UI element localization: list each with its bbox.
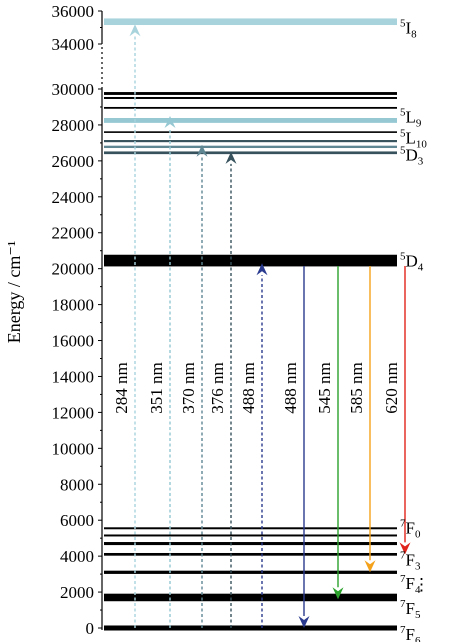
tick-label: 22000: [52, 224, 95, 243]
energy-level: [104, 18, 397, 26]
transition-label: 351 nm: [147, 362, 166, 413]
tick-label: 18000: [52, 296, 95, 315]
tick-label: 36000: [52, 2, 95, 21]
tick-label: 16000: [52, 332, 95, 351]
tick-label: 30000: [52, 80, 95, 99]
energy-level: [104, 534, 397, 537]
transitions: 284 nm 351 nm 370 nm 376 nm 488 nm 488 nm 545 …: [112, 24, 411, 628]
energy-level: [104, 140, 397, 143]
transition-arrowhead: [298, 616, 310, 628]
energy-level: [104, 527, 397, 530]
energy-level: [104, 593, 397, 602]
state-label-5D4: 5D4: [400, 250, 424, 273]
transition-arrowhead: [256, 263, 268, 276]
tick-label: 2000: [60, 583, 94, 602]
energy-levels: [104, 18, 397, 631]
energy-level: [104, 552, 397, 556]
tick-label: 20000: [52, 260, 95, 279]
state-label-5D3: 5D3: [400, 144, 424, 167]
energy-level: [104, 151, 397, 155]
transition-label: 585 nm: [347, 362, 366, 413]
y-axis-label: Energy / cm⁻¹: [4, 241, 24, 344]
state-label-7F3: 7F3: [400, 550, 421, 573]
energy-level: [104, 570, 397, 574]
transition-label: 488 nm: [239, 362, 258, 413]
tick-label: 4000: [60, 547, 94, 566]
transition-arrowhead: [196, 144, 208, 157]
energy-level: [104, 131, 397, 133]
transition-arrowhead: [129, 24, 141, 37]
transition-label: 488 nm: [281, 362, 300, 413]
transition-arrowhead: [164, 115, 176, 128]
state-label-5L9: 5L9: [400, 107, 422, 130]
energy-level: [104, 92, 397, 95]
energy-level: [104, 625, 397, 631]
tick-label: 34000: [52, 35, 95, 54]
tick-label: 12000: [52, 403, 95, 422]
energy-level: [104, 145, 397, 149]
transition-arrowhead: [332, 587, 344, 600]
transition-label: 620 nm: [382, 362, 401, 413]
tick-label: 0: [86, 619, 95, 638]
tick-label: 24000: [52, 188, 95, 207]
transition-label: 545 nm: [315, 362, 334, 413]
tick-label: 14000: [52, 367, 95, 386]
tick-label: 8000: [60, 475, 94, 494]
state-label-7F4: 7F4: [400, 573, 421, 596]
transition-arrowhead: [225, 151, 237, 164]
state-label-5L10: 5L10: [400, 127, 427, 150]
tick-label: 28000: [52, 116, 95, 135]
energy-level: [104, 254, 397, 267]
state-label-7F5: 7F5: [400, 598, 421, 621]
state-label-5I8: 5I8: [400, 17, 417, 40]
axis-ticks: 0 2000 4000 6000 8000 10000 12000 14000 16000 180…: [52, 2, 103, 638]
transition-label: 376 nm: [208, 362, 227, 413]
state-label-7F6: 7F6: [400, 624, 421, 642]
state-label-7F0: 7F0: [400, 517, 421, 540]
energy-level: [104, 542, 397, 546]
tick-label: 26000: [52, 152, 95, 171]
transition-arrowhead: [364, 560, 376, 573]
energy-level: [104, 118, 397, 123]
energy-level: [104, 96, 397, 99]
transition-arrowhead: [399, 542, 411, 555]
ellipsis-dots: ⋮: [413, 575, 430, 594]
tick-label: 10000: [52, 439, 95, 458]
tick-label: 6000: [60, 511, 94, 530]
energy-level: [104, 106, 397, 109]
transition-label: 284 nm: [112, 362, 131, 413]
transition-label: 370 nm: [179, 362, 198, 413]
